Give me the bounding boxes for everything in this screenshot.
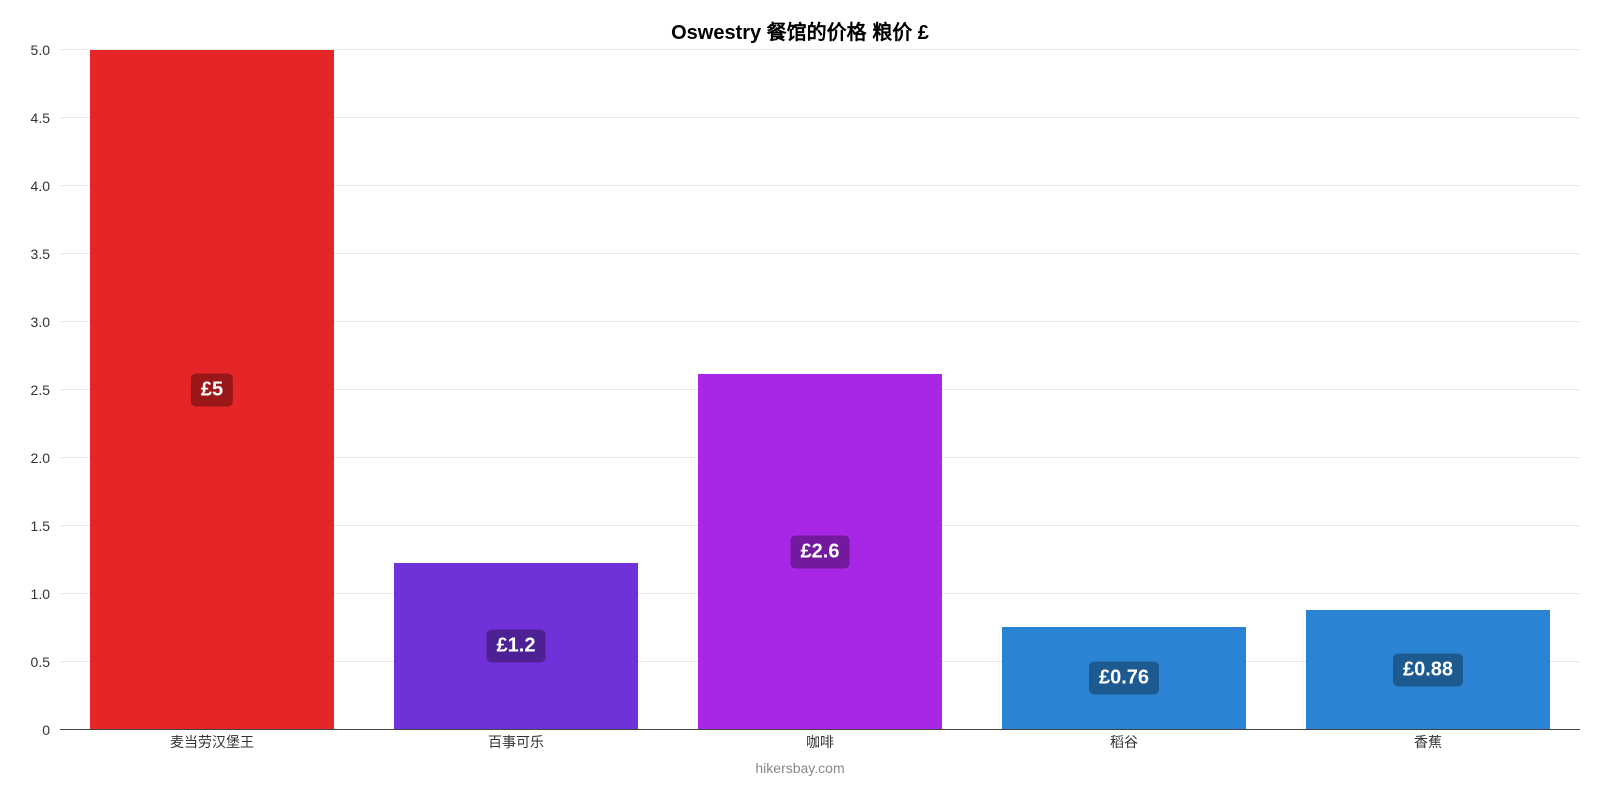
y-tick-label: 3.5 — [31, 246, 60, 262]
bars-group: £5 £1.2 £2.6 £0.76 £0.88 — [60, 50, 1580, 730]
bar: £0.76 — [1002, 627, 1245, 730]
x-tick-label: 咖啡 — [668, 732, 972, 752]
plot-area: 00.51.01.52.02.53.03.54.04.55.0 £5£1.2£2… — [60, 50, 1580, 730]
y-tick-label: 4.5 — [31, 110, 60, 126]
x-tick-label: 百事可乐 — [364, 732, 668, 752]
y-tick-label: 5.0 — [31, 42, 60, 58]
x-tick-label: 麦当劳汉堡王 — [60, 732, 364, 752]
chart-container: Oswestry 餐馆的价格 粮价 £ 0 0.5 1.0 1.5 2.0 2.5 3.0 3… — [0, 0, 1600, 800]
chart-title: Oswestry 餐馆的价格 粮价 £ — [0, 16, 1600, 45]
bar-slot: £5 — [60, 50, 364, 730]
y-tick-label: 1.0 — [31, 586, 60, 602]
y-tick-label: 0 — [42, 722, 60, 738]
x-axis-labels: 麦当劳汉堡王百事可乐咖啡稻谷香蕉 — [60, 732, 1580, 752]
bar: £0.88 — [1306, 610, 1549, 730]
bar-slot: £0.88 — [1276, 50, 1580, 730]
bar: £5 — [90, 50, 333, 730]
bar-slot: £2.6 — [668, 50, 972, 730]
y-tick-label: 2.0 — [31, 450, 60, 466]
bar-value-label: £5 — [191, 374, 233, 407]
x-tick-label: 稻谷 — [972, 732, 1276, 752]
y-tick-label: 3.0 — [31, 314, 60, 330]
bar-value-label: £1.2 — [487, 630, 546, 663]
bar-value-label: £0.88 — [1393, 654, 1463, 687]
bar: £1.2 — [394, 563, 637, 730]
y-tick-label: 4.0 — [31, 178, 60, 194]
baseline — [60, 729, 1580, 730]
x-tick-label: 香蕉 — [1276, 732, 1580, 752]
bar: £2.6 — [698, 374, 941, 730]
chart-footer: hikersbay.com — [0, 760, 1600, 776]
bar-slot: £1.2 — [364, 50, 668, 730]
bar-value-label: £2.6 — [791, 535, 850, 568]
bar-value-label: £0.76 — [1089, 662, 1159, 695]
y-tick-label: 1.5 — [31, 518, 60, 534]
y-tick-label: 2.5 — [31, 382, 60, 398]
bar-slot: £0.76 — [972, 50, 1276, 730]
y-tick-label: 0.5 — [31, 654, 60, 670]
